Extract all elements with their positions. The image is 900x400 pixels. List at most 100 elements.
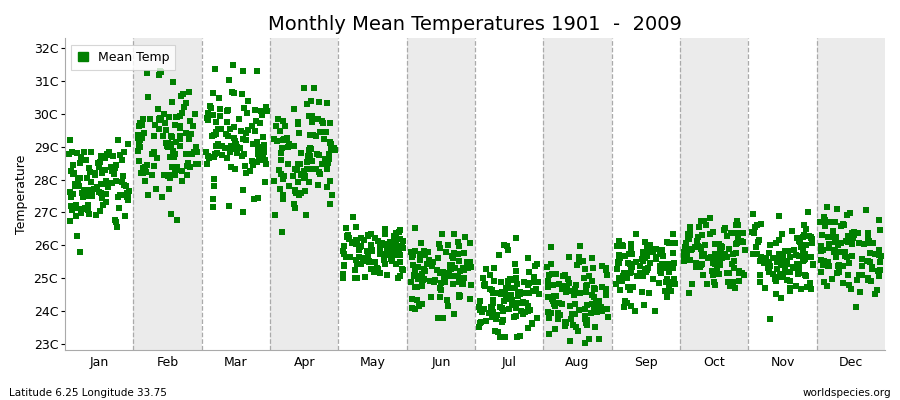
Point bbox=[109, 162, 123, 168]
Point bbox=[698, 242, 712, 248]
Point bbox=[719, 270, 733, 276]
Point bbox=[693, 264, 707, 270]
Point bbox=[825, 276, 840, 282]
Point bbox=[598, 265, 613, 272]
Point bbox=[612, 251, 626, 258]
Point bbox=[247, 162, 261, 168]
Point bbox=[162, 186, 176, 192]
Point bbox=[612, 258, 626, 264]
Point bbox=[417, 248, 431, 255]
Point bbox=[463, 259, 477, 266]
Point bbox=[794, 243, 808, 250]
Point bbox=[96, 202, 111, 208]
Point bbox=[302, 179, 317, 185]
Point bbox=[89, 184, 104, 190]
Point bbox=[619, 300, 634, 306]
Point bbox=[691, 234, 706, 240]
Point bbox=[716, 244, 730, 250]
Point bbox=[387, 233, 401, 239]
Point bbox=[63, 218, 77, 224]
Point bbox=[530, 278, 544, 285]
Point bbox=[188, 144, 202, 151]
Point bbox=[695, 253, 709, 259]
Point bbox=[804, 235, 818, 242]
Text: worldspecies.org: worldspecies.org bbox=[803, 388, 891, 398]
Point bbox=[703, 215, 717, 221]
Point bbox=[86, 186, 101, 192]
Point bbox=[162, 174, 176, 181]
Bar bbox=[202, 38, 270, 350]
Point bbox=[724, 230, 738, 236]
Point bbox=[521, 303, 535, 310]
Point bbox=[173, 133, 187, 139]
Point bbox=[156, 132, 170, 139]
Point bbox=[101, 184, 115, 190]
Point bbox=[486, 309, 500, 315]
Point bbox=[63, 189, 77, 196]
Point bbox=[521, 308, 535, 314]
Point bbox=[612, 260, 626, 266]
Point bbox=[771, 213, 786, 219]
Point bbox=[291, 121, 305, 128]
Point bbox=[624, 241, 638, 248]
Point bbox=[779, 259, 794, 265]
Point bbox=[368, 259, 382, 265]
Point bbox=[707, 253, 722, 259]
Point bbox=[134, 170, 148, 176]
Point bbox=[452, 279, 466, 285]
Point bbox=[393, 251, 408, 258]
Point bbox=[612, 275, 626, 281]
Point bbox=[540, 294, 554, 300]
Point bbox=[798, 242, 813, 248]
Point bbox=[725, 250, 740, 257]
Point bbox=[266, 136, 281, 142]
Point bbox=[716, 227, 731, 234]
Point bbox=[708, 261, 723, 267]
Point bbox=[800, 208, 814, 215]
Point bbox=[657, 261, 671, 268]
Point bbox=[700, 280, 715, 287]
Point bbox=[131, 135, 146, 142]
Point bbox=[520, 324, 535, 331]
Point bbox=[302, 153, 316, 159]
Point bbox=[184, 151, 199, 158]
Point bbox=[679, 242, 693, 248]
Bar bbox=[816, 38, 885, 350]
Point bbox=[105, 179, 120, 186]
Point bbox=[336, 271, 350, 277]
Point bbox=[179, 100, 194, 106]
Point bbox=[717, 224, 732, 231]
Point bbox=[491, 329, 506, 335]
Point bbox=[312, 171, 327, 177]
Point bbox=[392, 229, 406, 236]
Point bbox=[98, 180, 112, 187]
Point bbox=[155, 194, 169, 200]
Point bbox=[774, 294, 788, 301]
Point bbox=[857, 241, 871, 248]
Point bbox=[252, 157, 266, 163]
Point bbox=[169, 167, 184, 173]
Point bbox=[147, 163, 161, 169]
Point bbox=[508, 312, 523, 319]
Point bbox=[348, 267, 363, 273]
Point bbox=[595, 307, 609, 314]
Point bbox=[833, 240, 848, 246]
Point bbox=[713, 248, 727, 255]
Point bbox=[287, 166, 302, 172]
Point bbox=[750, 222, 764, 228]
Point bbox=[257, 156, 272, 163]
Point bbox=[109, 177, 123, 184]
Point bbox=[274, 128, 288, 134]
Point bbox=[763, 316, 778, 322]
Point bbox=[315, 161, 329, 168]
Point bbox=[273, 186, 287, 193]
Point bbox=[309, 166, 323, 173]
Point bbox=[842, 236, 857, 243]
Point bbox=[599, 266, 614, 273]
Point bbox=[356, 255, 371, 261]
Point bbox=[734, 238, 748, 244]
Point bbox=[722, 270, 736, 276]
Point bbox=[201, 117, 215, 124]
Point bbox=[587, 294, 601, 300]
Point bbox=[771, 255, 786, 261]
